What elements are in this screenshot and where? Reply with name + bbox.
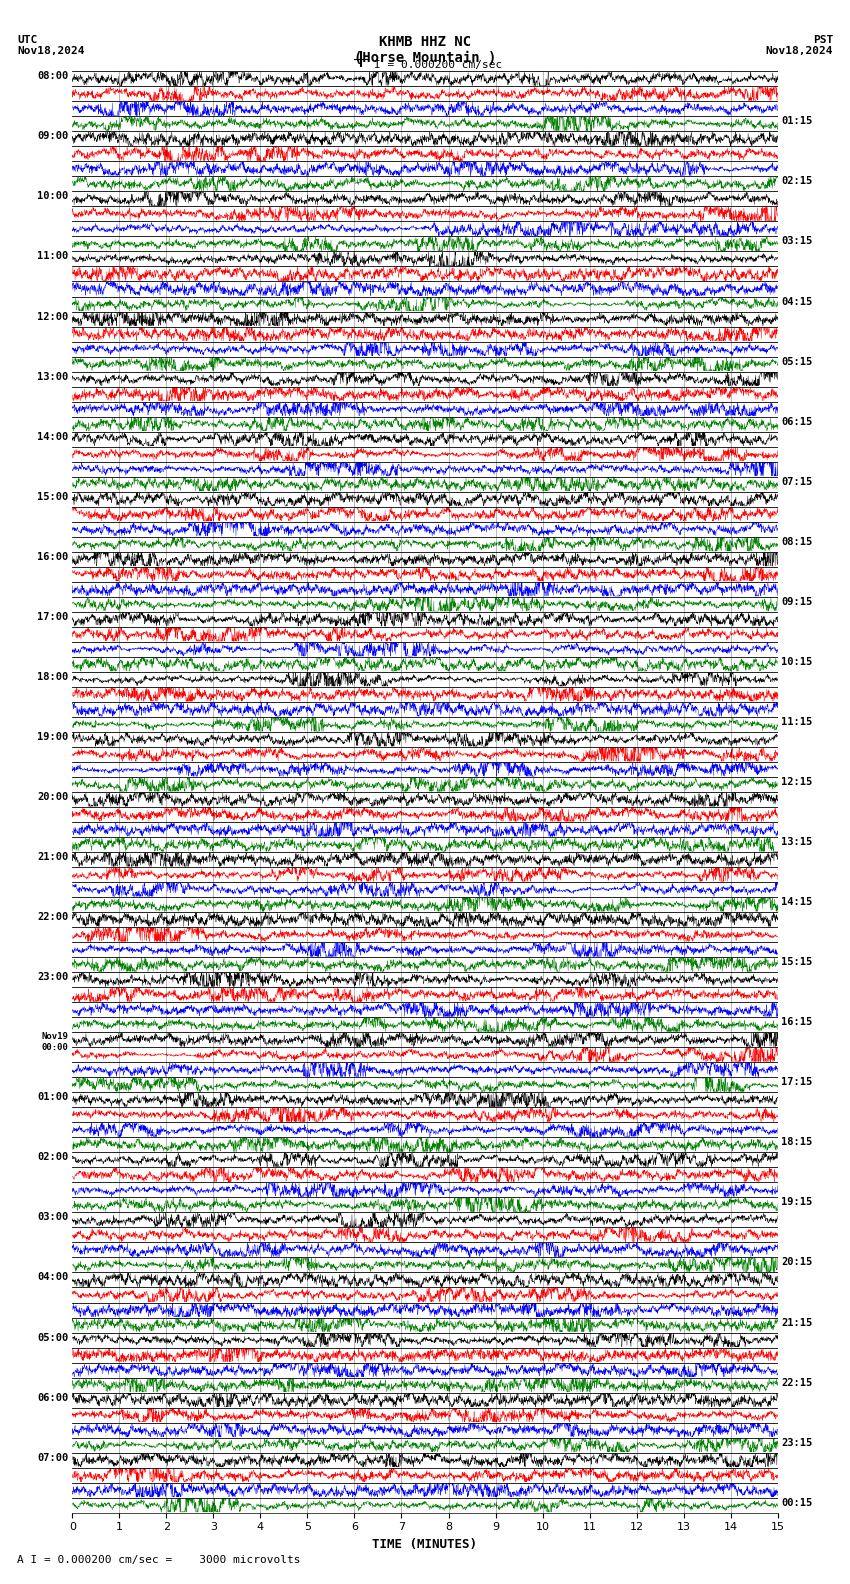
Text: UTC
Nov18,2024: UTC Nov18,2024	[17, 35, 84, 57]
Text: 16:15: 16:15	[781, 1017, 813, 1028]
Text: 00:15: 00:15	[781, 1498, 813, 1508]
Text: 22:00: 22:00	[37, 912, 69, 922]
Text: 23:00: 23:00	[37, 973, 69, 982]
Text: 05:15: 05:15	[781, 356, 813, 366]
Text: 11:15: 11:15	[781, 718, 813, 727]
Text: 19:00: 19:00	[37, 732, 69, 741]
Text: 11:00: 11:00	[37, 252, 69, 261]
Text: 18:15: 18:15	[781, 1137, 813, 1147]
Text: 03:15: 03:15	[781, 236, 813, 247]
Text: 10:00: 10:00	[37, 192, 69, 201]
Text: 09:15: 09:15	[781, 597, 813, 607]
Text: 22:15: 22:15	[781, 1378, 813, 1388]
Text: 23:15: 23:15	[781, 1438, 813, 1448]
Text: I = 0.000200 cm/sec: I = 0.000200 cm/sec	[374, 60, 502, 70]
Text: 12:00: 12:00	[37, 312, 69, 322]
Text: 09:00: 09:00	[37, 131, 69, 141]
Text: 10:15: 10:15	[781, 657, 813, 667]
Text: 14:15: 14:15	[781, 897, 813, 908]
Text: 02:00: 02:00	[37, 1153, 69, 1163]
Text: 06:15: 06:15	[781, 417, 813, 426]
Text: 08:15: 08:15	[781, 537, 813, 546]
Text: 20:00: 20:00	[37, 792, 69, 802]
Text: 15:15: 15:15	[781, 957, 813, 968]
Text: 21:00: 21:00	[37, 852, 69, 862]
Text: 13:00: 13:00	[37, 372, 69, 382]
Text: 15:00: 15:00	[37, 491, 69, 502]
Text: 13:15: 13:15	[781, 836, 813, 847]
Text: 17:15: 17:15	[781, 1077, 813, 1087]
Text: A I = 0.000200 cm/sec =    3000 microvolts: A I = 0.000200 cm/sec = 3000 microvolts	[17, 1555, 301, 1565]
Text: 07:00: 07:00	[37, 1453, 69, 1462]
Text: Nov19
00:00: Nov19 00:00	[42, 1033, 69, 1052]
Text: 12:15: 12:15	[781, 778, 813, 787]
Text: 14:00: 14:00	[37, 431, 69, 442]
Text: 05:00: 05:00	[37, 1332, 69, 1343]
Text: 07:15: 07:15	[781, 477, 813, 486]
X-axis label: TIME (MINUTES): TIME (MINUTES)	[372, 1538, 478, 1551]
Text: 01:00: 01:00	[37, 1093, 69, 1102]
Text: 06:00: 06:00	[37, 1392, 69, 1402]
Text: 19:15: 19:15	[781, 1198, 813, 1207]
Text: KHMB HHZ NC
(Horse Mountain ): KHMB HHZ NC (Horse Mountain )	[354, 35, 496, 65]
Text: 16:00: 16:00	[37, 551, 69, 562]
Text: 20:15: 20:15	[781, 1258, 813, 1267]
Text: 04:15: 04:15	[781, 296, 813, 307]
Text: 02:15: 02:15	[781, 176, 813, 187]
Text: 03:00: 03:00	[37, 1212, 69, 1223]
Text: 17:00: 17:00	[37, 611, 69, 623]
Text: PST
Nov18,2024: PST Nov18,2024	[766, 35, 833, 57]
Text: 18:00: 18:00	[37, 672, 69, 681]
Text: 21:15: 21:15	[781, 1318, 813, 1327]
Text: 08:00: 08:00	[37, 71, 69, 81]
Text: 01:15: 01:15	[781, 116, 813, 127]
Text: 04:00: 04:00	[37, 1272, 69, 1283]
